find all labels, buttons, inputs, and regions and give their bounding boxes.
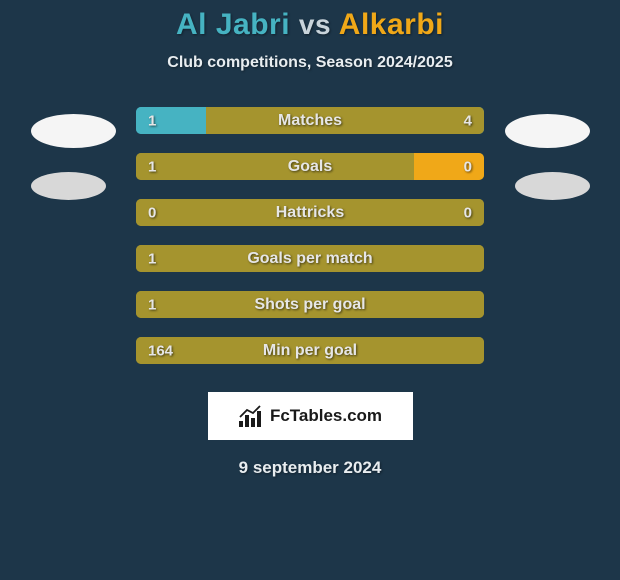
- player2-name: Alkarbi: [339, 8, 444, 41]
- main-row: 1Matches41Goals00Hattricks01Goals per ma…: [0, 107, 620, 364]
- bar-right-value: 0: [464, 158, 472, 175]
- player1-name: Al Jabri: [176, 8, 290, 41]
- player2-club-badge: [505, 114, 590, 148]
- stat-bar: 164Min per goal: [136, 337, 484, 364]
- player1-country-badge: [31, 172, 106, 200]
- comparison-widget: Al Jabri vs Alkarbi Club competitions, S…: [0, 0, 620, 478]
- right-badges-column: [502, 107, 602, 200]
- comparison-bars: 1Matches41Goals00Hattricks01Goals per ma…: [136, 107, 484, 364]
- bar-label: Goals: [136, 158, 484, 176]
- subtitle: Club competitions, Season 2024/2025: [0, 54, 620, 72]
- stat-bar: 0Hattricks0: [136, 199, 484, 226]
- brand-text: FcTables.com: [270, 406, 382, 426]
- stat-bar: 1Matches4: [136, 107, 484, 134]
- stat-bar: 1Goals per match: [136, 245, 484, 272]
- bar-right-value: 0: [464, 204, 472, 221]
- left-badges-column: [18, 107, 118, 200]
- bar-right-value: 4: [464, 112, 472, 129]
- bar-label: Matches: [136, 112, 484, 130]
- player1-club-badge: [31, 114, 116, 148]
- page-title: Al Jabri vs Alkarbi: [0, 8, 620, 42]
- brand-logo[interactable]: FcTables.com: [208, 392, 413, 440]
- fctables-icon: [238, 405, 264, 427]
- footer-date: 9 september 2024: [0, 458, 620, 478]
- vs-separator: vs: [299, 9, 331, 40]
- stat-bar: 1Goals0: [136, 153, 484, 180]
- bar-label: Goals per match: [136, 250, 484, 268]
- bar-label: Min per goal: [136, 342, 484, 360]
- stat-bar: 1Shots per goal: [136, 291, 484, 318]
- bar-label: Shots per goal: [136, 296, 484, 314]
- player2-country-badge: [515, 172, 590, 200]
- bar-label: Hattricks: [136, 204, 484, 222]
